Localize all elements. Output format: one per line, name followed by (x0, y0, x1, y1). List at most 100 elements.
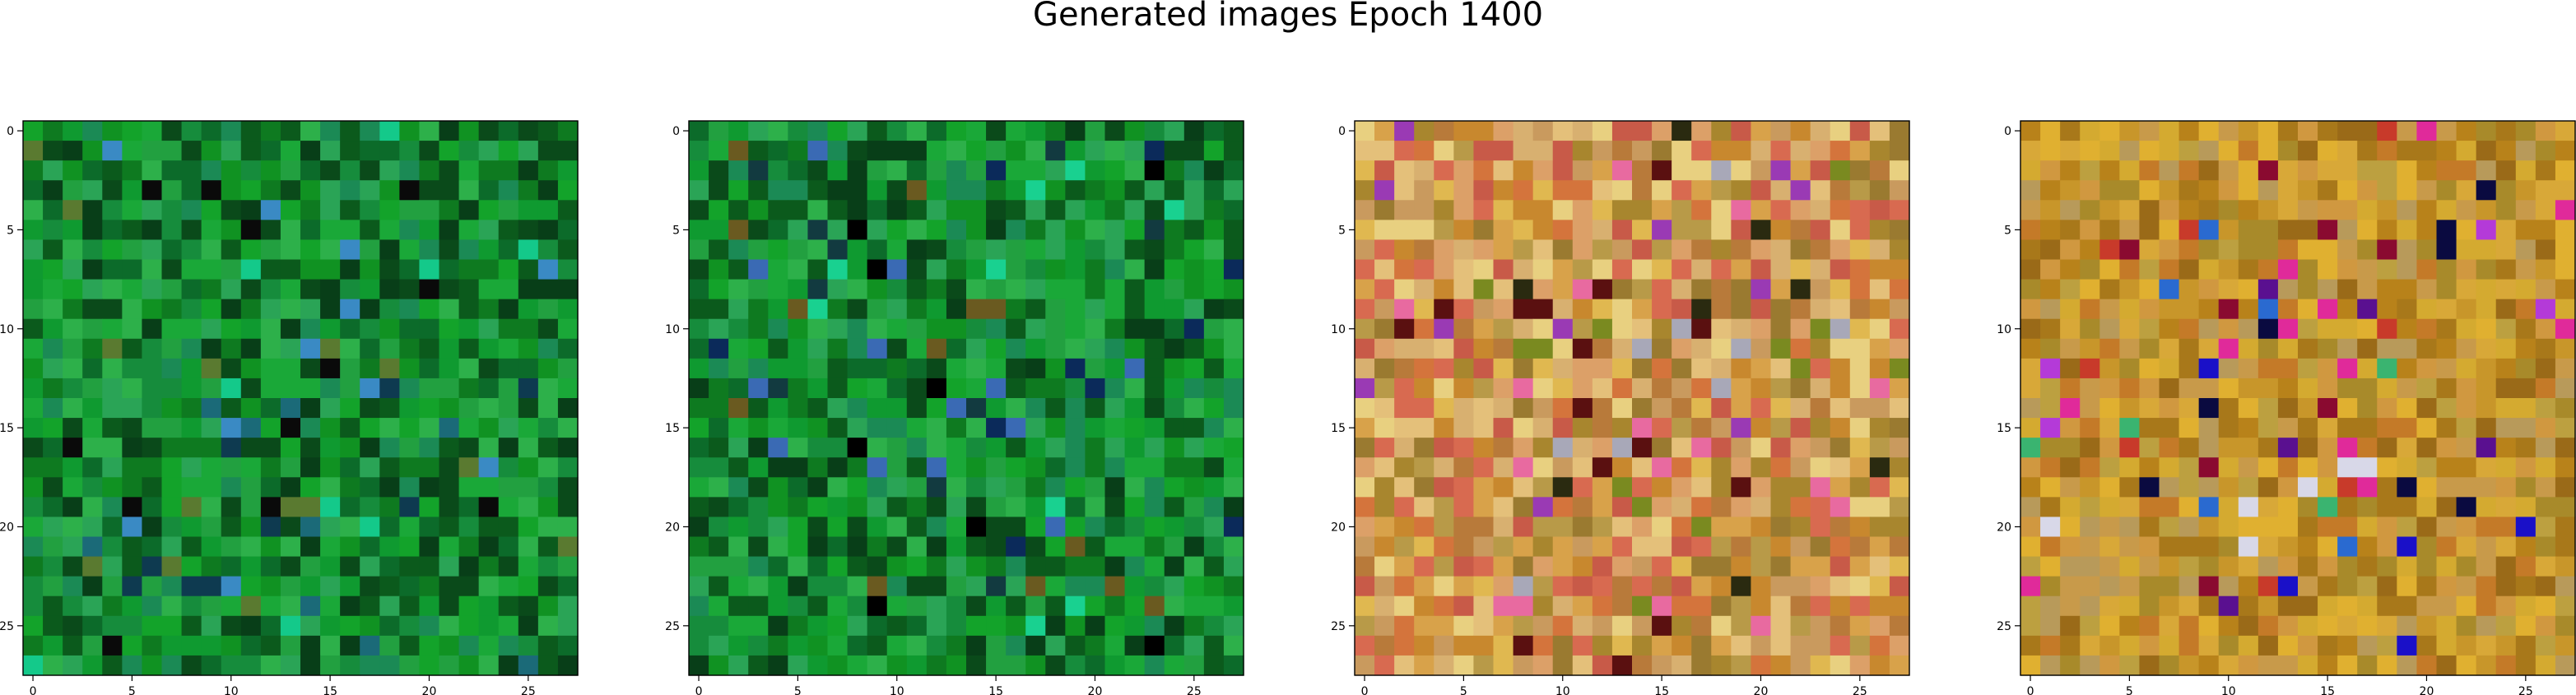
pixel-cell (2238, 635, 2259, 656)
pixel-cell (379, 595, 400, 617)
pixel-cell (827, 318, 849, 340)
pixel-cell (2139, 477, 2160, 498)
pixel-cell (1711, 497, 1732, 518)
pixel-cell (709, 200, 729, 220)
pixel-cell (1513, 180, 1534, 201)
pixel-cell (2337, 358, 2358, 379)
pixel-cell (1869, 378, 1890, 399)
pixel-cell (181, 160, 202, 181)
pixel-cell (966, 318, 987, 340)
pixel-cell (2257, 595, 2279, 617)
pixel-cell (379, 615, 400, 637)
pixel-cell (2257, 318, 2279, 340)
pixel-cell (1065, 655, 1086, 676)
y-tick-label: 0 (7, 125, 14, 138)
pixel-cell (2277, 121, 2299, 141)
pixel-cell (419, 497, 440, 518)
pixel-cell (458, 497, 480, 518)
y-tick-label: 25 (0, 620, 14, 633)
pixel-cell (1144, 438, 1165, 458)
pixel-cell (1453, 418, 1475, 438)
pixel-cell (728, 497, 749, 518)
pixel-cell (1124, 635, 1146, 656)
pixel-cell (1355, 595, 1375, 617)
pixel-cell (2318, 536, 2338, 558)
pixel-cell (1552, 556, 1574, 577)
pixel-cell (221, 141, 242, 161)
pixel-cell (1552, 299, 1574, 320)
pixel-cell (1672, 457, 1692, 478)
pixel-cell (1611, 536, 1633, 558)
pixel-cell (1085, 497, 1106, 518)
pixel-cell (1085, 556, 1106, 577)
pixel-cell (2535, 160, 2556, 181)
pixel-cell (2178, 556, 2200, 577)
pixel-cell (2318, 160, 2338, 181)
pixel-cell (1473, 239, 1495, 261)
pixel-cell (2277, 141, 2299, 161)
pixel-cell (142, 477, 163, 498)
pixel-cell (2416, 239, 2438, 261)
pixel-cell (2337, 279, 2358, 300)
pixel-cell (1552, 220, 1574, 241)
pixel-cell (2495, 457, 2517, 478)
pixel-cell (2555, 576, 2576, 597)
pixel-cell (1434, 160, 1454, 181)
pixel-cell (2198, 556, 2220, 577)
pixel-cell (1830, 438, 1851, 458)
pixel-cell (1770, 318, 1792, 340)
pixel-cell (1124, 398, 1146, 419)
pixel-cell (867, 121, 888, 141)
pixel-cell (2277, 655, 2299, 676)
pixel-cell (2397, 615, 2418, 637)
pixel-cell (1830, 279, 1851, 300)
pixel-cell (2198, 299, 2220, 320)
pixel-cell (142, 635, 163, 656)
pixel-cell (986, 220, 1007, 241)
pixel-cell (1394, 477, 1415, 498)
pixel-cell (1552, 655, 1574, 676)
pixel-cell (827, 358, 849, 379)
pixel-cell (1572, 398, 1593, 419)
pixel-cell (966, 576, 987, 597)
pixel-cell (300, 180, 321, 201)
pixel-cell (1691, 655, 1712, 676)
pixel-cell (320, 655, 341, 676)
pixel-cell (1355, 517, 1375, 538)
pixel-cell (1414, 576, 1434, 597)
pixel-cell (458, 318, 480, 340)
pixel-cell (1513, 299, 1534, 320)
pixel-cell (2555, 259, 2576, 280)
pixel-cell (23, 318, 44, 340)
pixel-cell (1611, 457, 1633, 478)
pixel-cell (748, 200, 769, 220)
pixel-cell (2357, 180, 2378, 201)
pixel-cell (1045, 160, 1066, 181)
pixel-cell (2436, 418, 2457, 438)
pixel-cell (1065, 239, 1086, 261)
pixel-cell (1453, 338, 1475, 359)
pixel-cell (2139, 279, 2160, 300)
pixel-cell (2020, 279, 2041, 300)
pixel-cell (2515, 220, 2536, 241)
pixel-cell (221, 477, 242, 498)
pixel-cell (2436, 615, 2457, 637)
pixel-cell (399, 398, 421, 419)
pixel-cell (1045, 477, 1066, 498)
pixel-cell (1473, 655, 1495, 676)
pixel-cell (1869, 141, 1890, 161)
pixel-cell (1045, 358, 1066, 379)
pixel-cell (2416, 378, 2438, 399)
pixel-cell (2060, 141, 2081, 161)
pixel-cell (102, 279, 123, 300)
pixel-cell (2198, 438, 2220, 458)
pixel-cell (1104, 595, 1126, 617)
pixel-cell (1493, 220, 1514, 241)
pixel-cell (728, 318, 749, 340)
pixel-cell (1691, 576, 1712, 597)
pixel-cell (1770, 259, 1792, 280)
pixel-cell (906, 556, 928, 577)
pixel-cell (518, 418, 539, 438)
pixel-cell (788, 239, 809, 261)
pixel-cell (2020, 358, 2041, 379)
